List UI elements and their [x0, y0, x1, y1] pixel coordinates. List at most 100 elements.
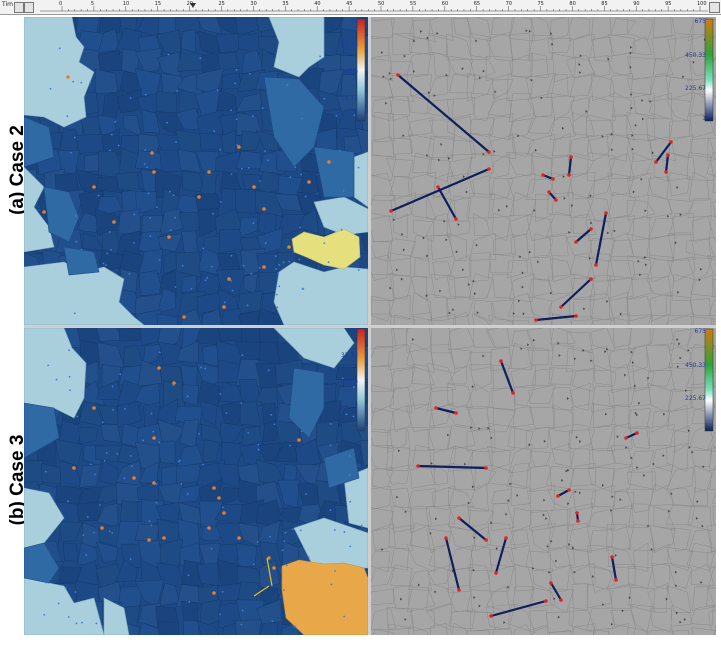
station-dot	[300, 430, 303, 433]
region-outline	[389, 564, 413, 587]
flow-line	[594, 212, 608, 266]
flow-endpoint	[666, 153, 670, 157]
station-dot	[105, 452, 108, 454]
region-outline	[712, 405, 716, 427]
region-outline	[508, 293, 535, 319]
station-dot	[259, 180, 262, 182]
map-panel-case3-flows[interactable]	[371, 328, 716, 635]
region-outline	[387, 623, 415, 635]
site-marker	[162, 536, 166, 540]
region-outline	[392, 213, 409, 239]
flow-endpoint	[416, 464, 420, 468]
arrow-marker	[426, 36, 429, 40]
flow-endpoint	[511, 391, 515, 395]
region-outline	[390, 367, 416, 391]
region-outline	[667, 389, 693, 413]
flow-endpoint	[559, 598, 563, 602]
arrow-marker	[611, 148, 614, 152]
region-outline	[525, 426, 550, 450]
region-outline	[431, 485, 456, 511]
region-outline	[387, 252, 411, 277]
region-outline	[506, 462, 529, 490]
map-panel-case2-flows[interactable]	[371, 17, 716, 325]
region-outline	[428, 313, 456, 325]
region-outline	[688, 529, 713, 553]
station-dot	[275, 293, 278, 296]
region-outline	[529, 450, 552, 468]
arrow-marker	[619, 498, 622, 502]
region-cell	[138, 622, 161, 635]
region-outline	[412, 312, 433, 325]
time-stepper-icon[interactable]	[24, 2, 34, 13]
station-dot	[158, 259, 161, 262]
arrow-marker	[445, 73, 448, 77]
station-dot	[177, 460, 180, 463]
region-outline	[511, 508, 532, 533]
light-region	[103, 597, 130, 635]
arrow-marker	[388, 71, 391, 75]
region-outline	[629, 426, 651, 450]
region-outline	[388, 524, 413, 552]
region-outline	[609, 583, 633, 609]
flow-line	[655, 141, 672, 163]
region-outline	[650, 607, 672, 633]
region-outline	[549, 588, 575, 614]
region-cell	[275, 420, 301, 444]
station-dot	[257, 443, 260, 446]
region-outline	[372, 467, 394, 491]
flow-segment	[253, 585, 270, 597]
arrow-marker	[665, 597, 668, 601]
region-cell	[237, 581, 260, 602]
region-outline	[551, 132, 571, 157]
region-cell	[216, 268, 246, 297]
arrow-marker	[606, 299, 609, 303]
region-outline	[371, 485, 391, 510]
station-dot	[150, 524, 153, 527]
arrow-marker	[412, 338, 415, 341]
station-dot	[210, 547, 213, 550]
region-outline	[589, 529, 614, 552]
arrow-marker	[528, 250, 531, 254]
flow-endpoint	[457, 516, 461, 520]
region-outline	[625, 489, 654, 513]
colorbar-case3-right: 675 450.33 225.67	[648, 328, 716, 434]
time-select-icon[interactable]	[14, 2, 24, 13]
region-cell	[134, 150, 164, 171]
region-outline	[371, 588, 394, 605]
arrow-marker	[620, 312, 623, 316]
region-outline	[647, 583, 668, 613]
region-outline	[652, 57, 674, 78]
station-dot	[174, 216, 177, 219]
arrow-marker	[613, 229, 616, 233]
region-outline	[433, 51, 450, 77]
station-dot	[155, 483, 158, 485]
station-dot	[49, 87, 52, 90]
station-dot	[172, 194, 175, 197]
region-outline	[448, 74, 476, 94]
flow-line	[444, 537, 461, 591]
region-outline	[690, 563, 715, 586]
arrow-marker	[553, 597, 556, 601]
flow-line	[535, 314, 577, 322]
station-dot	[278, 263, 281, 266]
time-cursor-icon[interactable]	[190, 3, 196, 8]
site-marker	[167, 235, 171, 239]
region-outline	[488, 192, 515, 219]
arrow-marker	[701, 524, 704, 528]
region-outline	[685, 238, 716, 259]
region-outline	[407, 625, 429, 635]
region-outline	[689, 604, 714, 626]
ruler-end-icon[interactable]	[709, 2, 720, 13]
station-dot	[123, 408, 126, 410]
station-dot	[143, 163, 146, 165]
region-outline	[626, 199, 656, 221]
station-dot	[186, 493, 189, 495]
region-outline	[492, 234, 517, 255]
region-outline	[491, 299, 514, 321]
map-panel-case2-temperature[interactable]	[24, 17, 368, 325]
ruler-tick-label: 85	[601, 1, 608, 7]
time-ruler[interactable]: Tim 0 5 10 15 20 25 30 35 40 45 50 55 60 65 70 75 80 85 90…	[0, 0, 721, 15]
region-outline	[371, 241, 391, 262]
region-cell	[95, 541, 119, 564]
map-panel-case3-temperature[interactable]	[24, 328, 368, 635]
